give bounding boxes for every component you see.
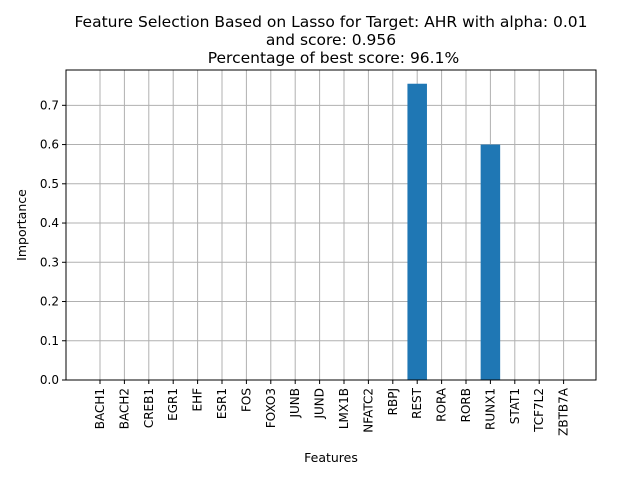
bar-runx1 bbox=[480, 144, 501, 380]
plot-frame bbox=[65, 69, 597, 381]
y-tick-label: 0.0 bbox=[40, 373, 59, 387]
x-tick-label: JUND bbox=[313, 388, 327, 420]
x-tick-label: BACH2 bbox=[117, 388, 131, 429]
x-tick-label: TCF7L2 bbox=[532, 388, 546, 433]
x-tick-label: RORA bbox=[435, 387, 449, 422]
x-tick-label: BACH1 bbox=[93, 388, 107, 429]
x-tick-label: REST bbox=[410, 387, 424, 419]
title-line-1: Feature Selection Based on Lasso for Tar… bbox=[74, 13, 587, 31]
y-tick-label: 0.4 bbox=[40, 216, 59, 230]
title-line-3: Percentage of best score: 96.1% bbox=[203, 49, 459, 67]
x-tick-label: EHF bbox=[191, 388, 205, 412]
x-axis: BACH1 BACH2 CREB1 EGR1 EHF ESR1 FOS FOXO3 JUNB JU… bbox=[93, 380, 571, 436]
y-axis-label: Importance bbox=[14, 189, 29, 261]
bar-rest bbox=[407, 83, 427, 380]
bars bbox=[407, 83, 501, 380]
x-tick-label: ESR1 bbox=[215, 388, 229, 419]
y-tick-label: 0.3 bbox=[40, 255, 59, 269]
y-tick-label: 0.2 bbox=[40, 295, 59, 309]
x-tick-label: ZBTB7A bbox=[557, 387, 571, 436]
y-tick-label: 0.6 bbox=[40, 138, 59, 152]
chart-title: Feature Selection Based on Lasso for Tar… bbox=[74, 13, 587, 67]
x-tick-label: STAT1 bbox=[508, 388, 522, 424]
x-tick-label: FOXO3 bbox=[264, 388, 278, 428]
y-tick-label: 0.5 bbox=[40, 177, 59, 191]
y-axis: 0.0 0.1 0.2 0.3 0.4 0.5 0.6 0.7 bbox=[40, 98, 66, 387]
grid-lines bbox=[66, 70, 596, 381]
x-tick-label: RUNX1 bbox=[483, 388, 497, 430]
x-tick-label: RORB bbox=[459, 388, 473, 422]
x-tick-label: NFATC2 bbox=[361, 388, 375, 433]
title-line-2: and score: 0.956 bbox=[266, 31, 396, 49]
x-tick-label: EGR1 bbox=[166, 388, 180, 421]
x-tick-label: JUNB bbox=[288, 388, 302, 419]
y-tick-label: 0.1 bbox=[40, 334, 59, 348]
x-tick-label: CREB1 bbox=[142, 388, 156, 428]
x-tick-label: RBPJ bbox=[386, 388, 400, 415]
y-tick-label: 0.7 bbox=[40, 98, 59, 112]
x-tick-label: FOS bbox=[239, 388, 253, 412]
x-tick-label: LMX1B bbox=[337, 388, 351, 429]
x-axis-label: Features bbox=[304, 450, 358, 465]
